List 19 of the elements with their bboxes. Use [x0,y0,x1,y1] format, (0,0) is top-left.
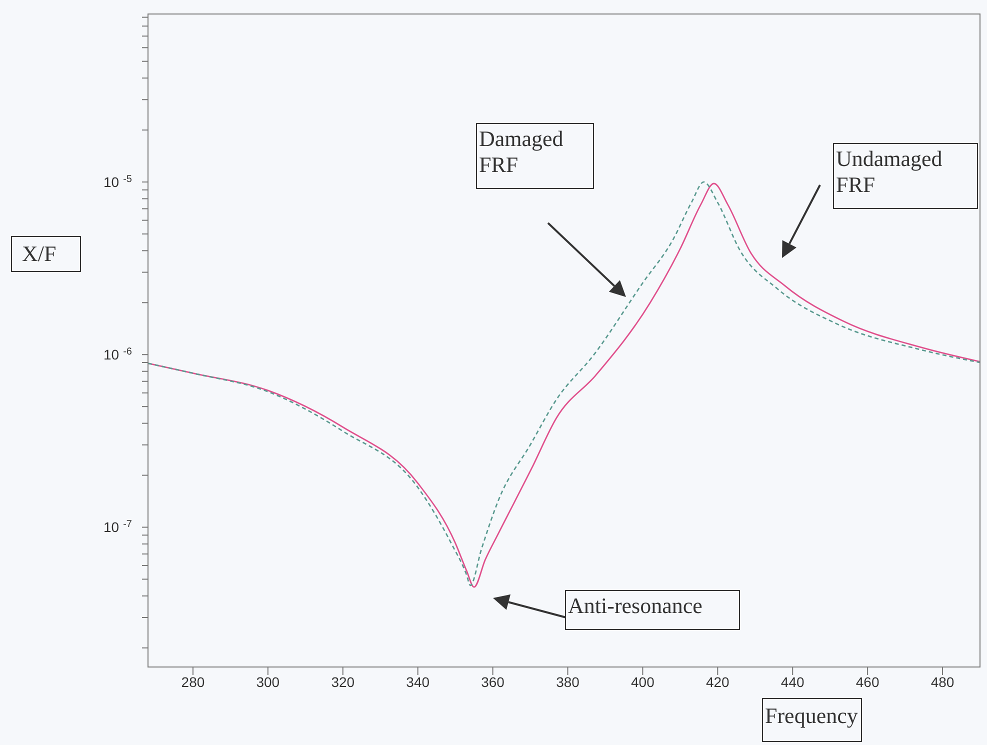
x-tick-label: 380 [556,674,580,690]
x-tick-label: 400 [631,674,655,690]
annotation: Damaged FRF [476,123,594,189]
x-tick-label: 340 [406,674,430,690]
annotation: Undamaged FRF [833,143,978,209]
y-axis-title: X/F [11,236,81,272]
x-tick-label: 420 [706,674,730,690]
x-axis-title: Frequency [762,698,862,742]
annotation: Anti-resonance [565,590,740,630]
y-tick-label: 10$^{-7}$ [104,518,132,536]
y-tick-label: 10$^{-5}$ [104,173,132,190]
x-tick-label: 320 [331,674,355,690]
x-tick-label: 480 [930,674,954,690]
x-tick-label: 280 [181,674,205,690]
x-tick-label: 360 [481,674,505,690]
y-tick-label: 10$^{-6}$ [104,346,132,363]
x-tick-label: 440 [780,674,805,690]
x-tick-label: 300 [256,674,280,690]
x-tick-label: 460 [856,674,880,690]
